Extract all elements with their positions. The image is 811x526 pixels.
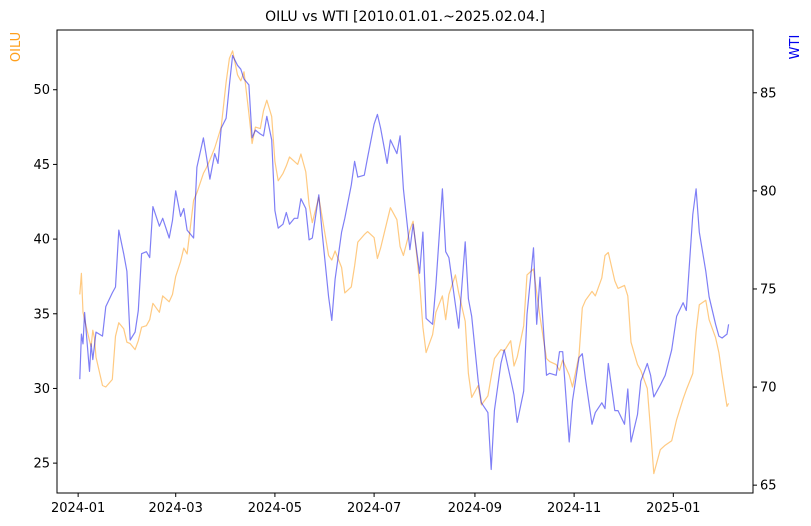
y-tick-label-left: 40 [33, 233, 50, 248]
y-tick-label-right: 75 [760, 282, 777, 297]
y-tick-label-right: 70 [760, 381, 777, 396]
x-tick-label: 2024-11 [547, 501, 601, 516]
series-line-wti [79, 54, 730, 471]
x-tick-label: 2024-01 [51, 501, 105, 516]
plot-area [79, 50, 730, 475]
axes: 2024-01 2024-03 2024-05 2024-07 2024-09 2024-… [33, 29, 777, 516]
y-tick-label-right: 85 [760, 86, 777, 101]
x-tick-label: 2024-03 [149, 501, 203, 516]
y-axis-label-right: WTI [788, 35, 803, 60]
x-tick-label: 2024-05 [248, 501, 302, 516]
y-tick-label-right: 65 [760, 479, 777, 494]
y-tick-label-left: 30 [33, 382, 50, 397]
series-line-oilu [79, 50, 730, 475]
y-tick-label-left: 45 [33, 158, 50, 173]
y-tick-label-right: 80 [760, 184, 777, 199]
chart-title: OILU vs WTI [2010.01.01.~2025.02.04.] [265, 9, 545, 25]
y-tick-label-left: 25 [33, 457, 50, 472]
x-tick-label: 2024-07 [347, 501, 401, 516]
y-axis-label-left: OILU [9, 32, 24, 62]
y-tick-label-left: 50 [33, 83, 50, 98]
y-tick-label-left: 35 [33, 307, 50, 322]
x-tick-label: 2025-01 [646, 501, 700, 516]
plot-frame [56, 29, 754, 494]
x-tick-label: 2024-09 [448, 501, 502, 516]
